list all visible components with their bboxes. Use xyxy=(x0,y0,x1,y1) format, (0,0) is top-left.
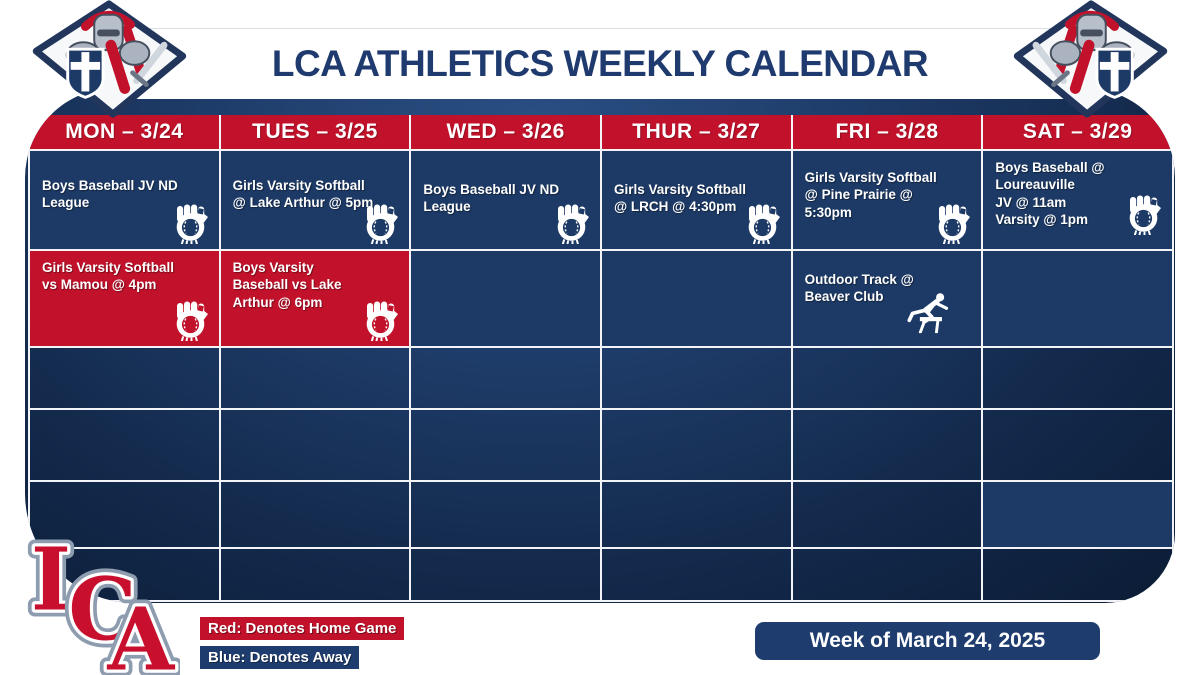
empty-cell-wed-row6 xyxy=(411,549,602,602)
event-cell-sat-boys-baseball-loureauville: Boys Baseball @ Loureauville JV @ 11am V… xyxy=(983,151,1174,251)
baseball-glove-icon xyxy=(933,204,973,244)
empty-cell-thur-row6 xyxy=(602,549,793,602)
empty-cell-fri-row3 xyxy=(792,348,984,410)
event-cell-tues-girls-softball-lake-arthur: Girls Varsity Softball @ Lake Arthur @ 5… xyxy=(220,151,412,251)
svg-text:A: A xyxy=(106,589,175,675)
event-cell-fri-outdoor-track: Outdoor Track @ Beaver Club xyxy=(792,251,984,348)
event-text: Girls Varsity Softball @ Pine Prairie @ … xyxy=(804,170,937,220)
baseball-glove-icon xyxy=(743,204,783,244)
empty-cell-tues-row6 xyxy=(220,549,412,602)
baseball-glove-icon xyxy=(552,204,592,244)
svg-text:L: L xyxy=(31,533,91,631)
legend-away-game: Blue: Denotes Away xyxy=(200,646,360,669)
empty-cell-thur-row5 xyxy=(602,482,793,549)
event-text: Girls Varsity Softball @ Lake Arthur @ 5… xyxy=(232,178,374,211)
event-text: Outdoor Track @ Beaver Club xyxy=(804,272,914,305)
empty-cell-thur-row3 xyxy=(602,348,793,410)
svg-text:C: C xyxy=(68,560,136,661)
title-band: LCA ATHLETICS WEEKLY CALENDAR xyxy=(88,28,1112,99)
event-cell-mon-girls-softball-vs-mamou: Girls Varsity Softball vs Mamou @ 4pm xyxy=(30,251,221,348)
event-text: Boys Baseball JV ND League xyxy=(42,178,178,211)
empty-cell-mon-row6 xyxy=(30,549,221,602)
empty-cell-tues-row3 xyxy=(220,348,412,410)
day-header-wed: WED – 3/26 xyxy=(411,115,602,151)
day-header-sat: SAT – 3/29 xyxy=(983,115,1174,151)
knight-mascot-logo-left xyxy=(24,0,192,118)
calendar-grid: MON – 3/24 TUES – 3/25 WED – 3/26 THUR –… xyxy=(28,115,1174,602)
event-cell-fri-girls-softball-pine-prairie: Girls Varsity Softball @ Pine Prairie @ … xyxy=(792,151,984,251)
empty-cell-mon-row3 xyxy=(30,348,221,410)
empty-cell-mon-row5 xyxy=(30,482,221,549)
baseball-glove-icon xyxy=(361,204,401,244)
empty-cell-wed-row3 xyxy=(411,348,602,410)
empty-cell-fri-row4 xyxy=(792,410,984,482)
event-cell-wed-boys-baseball-jv: Boys Baseball JV ND League xyxy=(411,151,602,251)
empty-cell-wed-row5 xyxy=(411,482,602,549)
event-text: Boys Varsity Baseball vs Lake Arthur @ 6… xyxy=(232,260,342,310)
empty-cell-fri-row5 xyxy=(792,482,984,549)
day-header-mon: MON – 3/24 xyxy=(30,115,221,151)
day-header-fri: FRI – 3/28 xyxy=(792,115,984,151)
event-text: Girls Varsity Softball @ LRCH @ 4:30pm xyxy=(614,182,747,215)
empty-cell-tues-row4 xyxy=(220,410,412,482)
day-header-thur: THUR – 3/27 xyxy=(602,115,793,151)
event-text: Girls Varsity Softball vs Mamou @ 4pm xyxy=(42,260,175,293)
week-of-bar: Week of March 24, 2025 xyxy=(755,622,1100,660)
baseball-glove-icon xyxy=(171,301,211,341)
baseball-glove-icon xyxy=(1124,195,1164,235)
event-text: Boys Baseball JV ND League xyxy=(423,182,560,215)
calendar-panel: MON – 3/24 TUES – 3/25 WED – 3/26 THUR –… xyxy=(25,88,1175,603)
svg-text:A: A xyxy=(106,589,175,675)
empty-cell-sat-row3 xyxy=(983,348,1174,410)
empty-cell-wed-row4 xyxy=(411,410,602,482)
svg-text:L: L xyxy=(31,533,91,631)
event-cell-thur-girls-softball-lrch: Girls Varsity Softball @ LRCH @ 4:30pm xyxy=(602,151,793,251)
day-header-tues: TUES – 3/25 xyxy=(220,115,412,151)
empty-cell-sat-row2 xyxy=(983,251,1174,348)
svg-text:C: C xyxy=(68,560,136,661)
event-cell-mon-boys-baseball-jv: Boys Baseball JV ND League xyxy=(30,151,221,251)
empty-cell-thur-row4 xyxy=(602,410,793,482)
track-hurdler-icon xyxy=(907,290,953,334)
lca-letters-logo: L L C C A A xyxy=(24,533,180,675)
event-text: Boys Baseball @ Loureauville JV @ 11am V… xyxy=(995,160,1105,227)
knight-mascot-logo-right xyxy=(1008,0,1176,118)
empty-cell-tues-row5 xyxy=(220,482,412,549)
empty-cell-thur-row2 xyxy=(602,251,793,348)
legend-home-game: Red: Denotes Home Game xyxy=(200,617,405,640)
empty-cell-fri-row6 xyxy=(792,549,984,602)
page-title: LCA ATHLETICS WEEKLY CALENDAR xyxy=(271,43,929,84)
empty-cell-sat-row6 xyxy=(983,549,1174,602)
baseball-glove-icon xyxy=(361,301,401,341)
empty-cell-sat-row4 xyxy=(983,410,1174,482)
event-cell-tues-boys-baseball-vs-lake-arthur: Boys Varsity Baseball vs Lake Arthur @ 6… xyxy=(220,251,412,348)
week-of-label: Week of March 24, 2025 xyxy=(809,629,1046,652)
empty-cell-wed-row2 xyxy=(411,251,602,348)
empty-cell-sat-row5 xyxy=(983,482,1174,549)
empty-cell-mon-row4 xyxy=(30,410,221,482)
baseball-glove-icon xyxy=(171,204,211,244)
